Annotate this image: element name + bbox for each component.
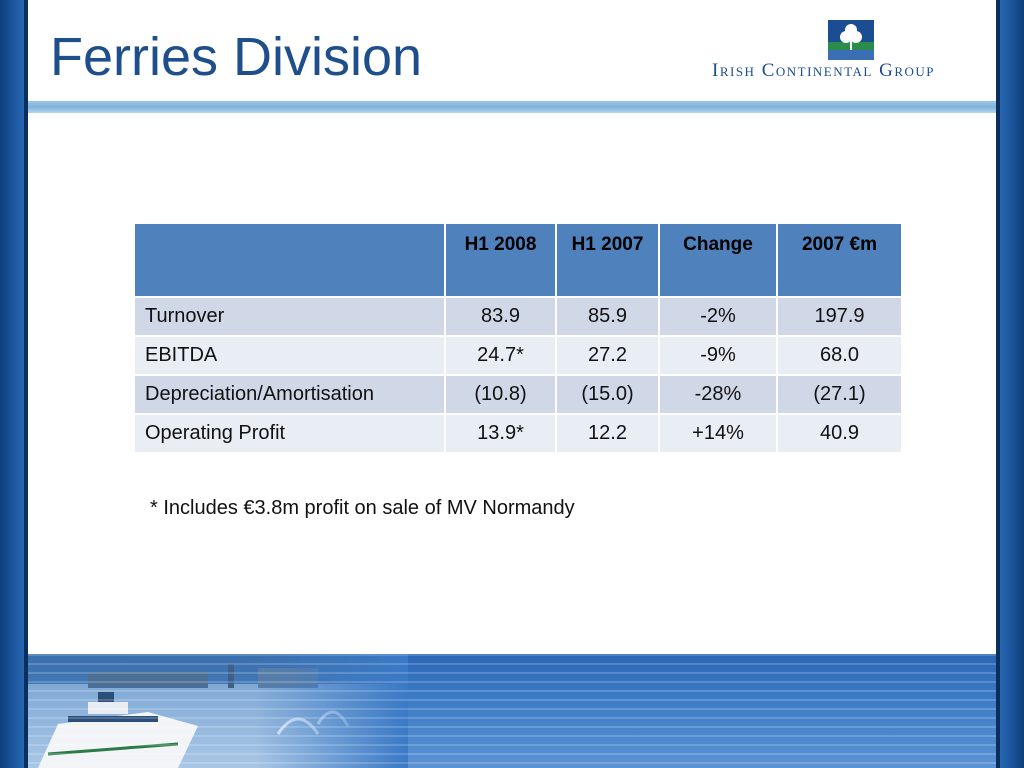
table-cell: 85.9: [555, 296, 660, 337]
table-row: Operating Profit 13.9* 12.2 +14% 40.9: [133, 413, 903, 454]
table-cell: -2%: [658, 296, 778, 337]
row-label: EBITDA: [133, 335, 446, 376]
header-cell-blank: [133, 222, 446, 298]
slide-title: Ferries Division: [50, 27, 423, 87]
table-cell: 13.9*: [444, 413, 557, 454]
ferry-harbour-image: [28, 654, 408, 768]
table-cell: 40.9: [776, 413, 903, 454]
table-row: Depreciation/Amortisation (10.8) (15.0) …: [133, 374, 903, 415]
table-cell: (10.8): [444, 374, 557, 415]
table-header-row: H1 2008 H1 2007 Change 2007 €m: [133, 222, 903, 298]
footnote: * Includes €3.8m profit on sale of MV No…: [150, 497, 575, 519]
bottom-banner: [28, 654, 996, 768]
right-frame-border: [996, 0, 1024, 768]
table-cell: 68.0: [776, 335, 903, 376]
table-cell: -9%: [658, 335, 778, 376]
table-cell: (15.0): [555, 374, 660, 415]
header-divider: [28, 101, 996, 113]
left-frame-border: [0, 0, 28, 768]
table-cell: 12.2: [555, 413, 660, 454]
financial-table: H1 2008 H1 2007 Change 2007 €m Turnover …: [133, 222, 903, 454]
table-row: Turnover 83.9 85.9 -2% 197.9: [133, 296, 903, 337]
table-row: EBITDA 24.7* 27.2 -9% 68.0: [133, 335, 903, 376]
table-cell: 24.7*: [444, 335, 557, 376]
table-cell: 83.9: [444, 296, 557, 337]
table-cell: 197.9: [776, 296, 903, 337]
row-label: Turnover: [133, 296, 446, 337]
banner-stripes: [28, 654, 996, 768]
header-cell-h1-2008: H1 2008: [444, 222, 557, 298]
header-cell-h1-2007: H1 2007: [555, 222, 660, 298]
table-cell: -28%: [658, 374, 778, 415]
header-cell-2007: 2007 €m: [776, 222, 903, 298]
row-label: Depreciation/Amortisation: [133, 374, 446, 415]
logo-text: Irish Continental Group: [712, 60, 936, 81]
company-logo: Irish Continental Group: [710, 20, 990, 84]
table-cell: +14%: [658, 413, 778, 454]
table-cell: 27.2: [555, 335, 660, 376]
row-label: Operating Profit: [133, 413, 446, 454]
table-cell: (27.1): [776, 374, 903, 415]
logo-shamrock-icon: [828, 20, 874, 60]
header-cell-change: Change: [658, 222, 778, 298]
